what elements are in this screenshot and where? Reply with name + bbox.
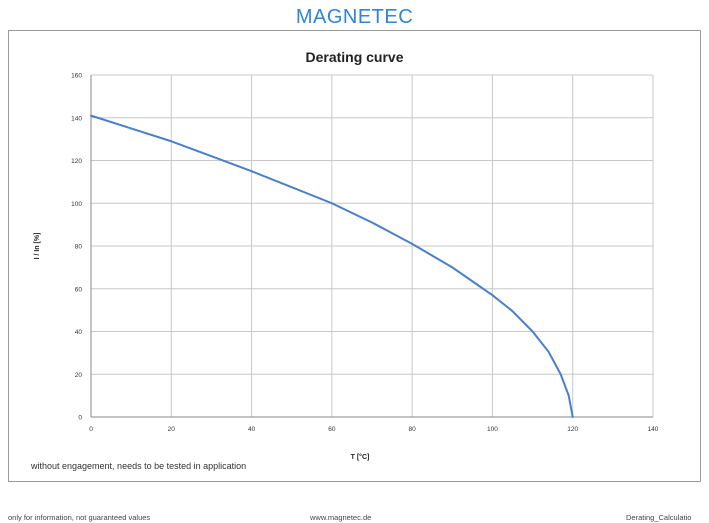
y-tick-label: 160 (71, 73, 82, 80)
footer-website-link[interactable]: www.magnetec.de (310, 513, 372, 522)
x-tick-label: 100 (487, 426, 498, 433)
y-tick-label: 20 (75, 372, 83, 379)
chart-frame: Derating curve 0 20 40 60 80 100 120 140 160 0 20 4… (8, 30, 701, 482)
x-tick-label: 40 (248, 426, 256, 433)
disclaimer-note: without engagement, needs to be tested i… (31, 461, 247, 471)
y-tick-label: 140 (71, 115, 82, 122)
y-tick-label: 60 (75, 286, 83, 293)
x-tick-label: 60 (328, 426, 336, 433)
x-tick-label: 20 (168, 426, 176, 433)
derating-chart: 0 20 40 60 80 100 120 140 160 0 20 40 60 80 100 120 140 T… (34, 73, 659, 462)
y-tick-label: 0 (78, 415, 82, 422)
x-tick-label: 140 (648, 426, 659, 433)
y-tick-label: 80 (75, 244, 83, 251)
x-axis-label: T [°C] (351, 453, 370, 461)
derating-series-line (90, 114, 574, 418)
brand-logo-text: MAGNETEC (295, 6, 414, 28)
footer-sheet-name: Derating_Calculatio (626, 513, 692, 522)
y-tick-label: 100 (71, 201, 82, 208)
chart-title: Derating curve (305, 49, 404, 65)
y-tick-label: 40 (75, 329, 83, 336)
y-axis-label: I / In [%] (34, 233, 41, 260)
x-tick-label: 80 (409, 426, 417, 433)
x-tick-label: 0 (89, 426, 93, 433)
x-tick-label: 120 (567, 426, 578, 433)
y-tick-label: 120 (71, 158, 82, 165)
footer-disclaimer: only for information, not guaranteed val… (8, 513, 151, 522)
